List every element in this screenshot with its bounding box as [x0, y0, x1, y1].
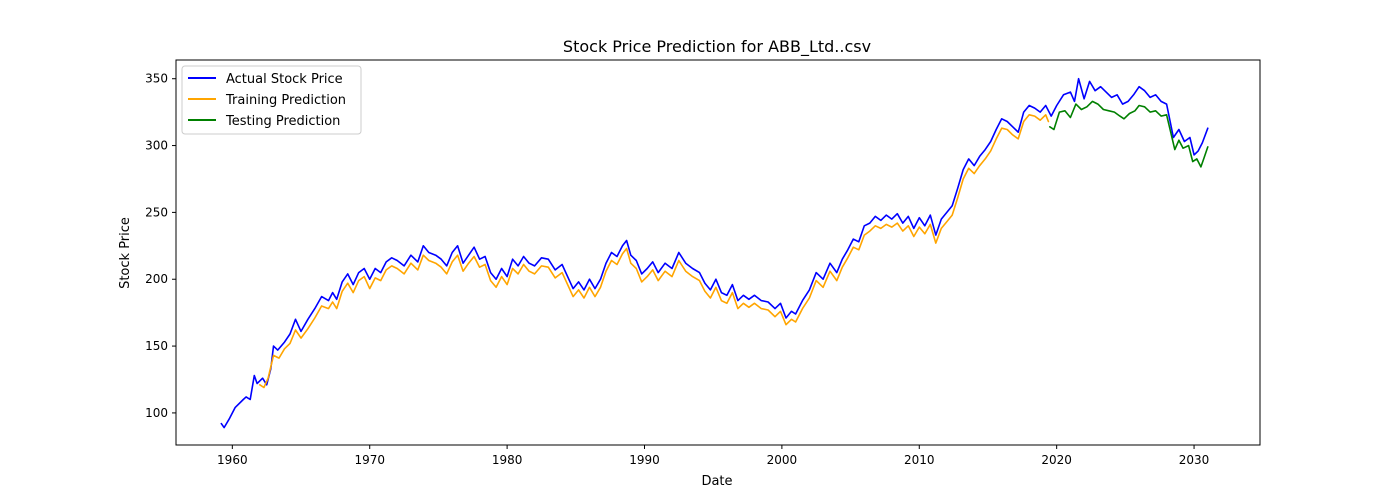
x-tick-label: 2000	[767, 453, 798, 467]
legend-label-testing: Testing Prediction	[225, 114, 340, 129]
x-tick-label: 2030	[1179, 453, 1210, 467]
legend: Actual Stock Price Training Prediction T…	[181, 65, 362, 135]
chart-title: Stock Price Prediction for ABB_Ltd..csv	[563, 37, 871, 57]
y-tick-label: 200	[145, 272, 168, 286]
y-axis: 100 150 200 250 300 350	[145, 72, 176, 420]
y-axis-label: Stock Price	[118, 217, 133, 289]
y-tick-label: 150	[145, 339, 168, 353]
legend-box	[181, 65, 362, 135]
x-tick-label: 1960	[217, 453, 248, 467]
x-axis-label: Date	[701, 474, 732, 489]
legend-label-training: Training Prediction	[225, 93, 346, 108]
plot-area-frame	[175, 59, 1261, 446]
x-tick-label: 2010	[904, 453, 935, 467]
y-tick-label: 350	[145, 72, 168, 86]
series-line-training-prediction	[259, 114, 1050, 389]
x-axis: 1960 1970 1980 1990 2000 2010 2020 2030	[217, 445, 1209, 467]
y-tick-label: 100	[145, 406, 168, 420]
x-tick-label: 1980	[492, 453, 523, 467]
x-tick-label: 1970	[354, 453, 385, 467]
series-line-testing-prediction	[1049, 100, 1209, 168]
legend-label-actual: Actual Stock Price	[226, 72, 343, 87]
x-tick-label: 1990	[629, 453, 660, 467]
series-layer	[220, 77, 1209, 429]
y-tick-label: 250	[145, 205, 168, 219]
y-tick-label: 300	[145, 139, 168, 153]
series-line-actual-stock-price	[220, 77, 1209, 429]
x-tick-label: 2020	[1041, 453, 1072, 467]
